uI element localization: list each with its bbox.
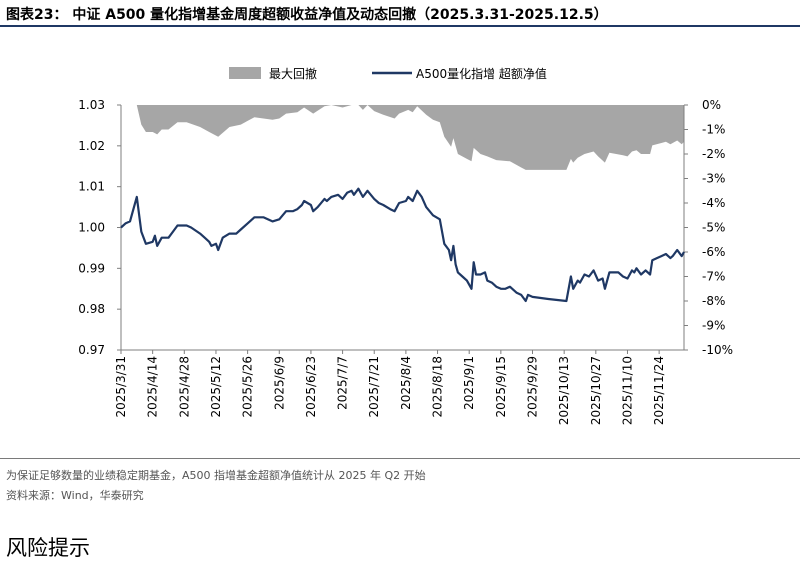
right-tick-label: -10%: [702, 343, 733, 357]
legend-label-nav: A500量化指增 超额净值: [416, 66, 547, 81]
x-tick-label: 2025/8/4: [399, 356, 413, 410]
x-tick-label: 2025/5/12: [209, 356, 223, 418]
left-tick-label: 1.02: [78, 139, 105, 153]
section-heading: 风险提示: [6, 536, 90, 560]
x-tick-label: 2025/9/1: [462, 356, 476, 410]
x-tick-label: 2025/10/13: [557, 356, 571, 425]
right-tick-label: -2%: [702, 147, 725, 161]
figure-title: 图表23： 中证 A500 量化指增基金周度超额收益净值及动态回撤（2025.3…: [6, 7, 608, 23]
x-tick-label: 2025/4/28: [177, 356, 191, 418]
right-tick-label: -1%: [702, 123, 725, 137]
x-tick-label: 2025/4/14: [146, 356, 160, 418]
x-tick-label: 2025/9/15: [494, 356, 508, 418]
left-tick-label: 1.00: [78, 221, 105, 235]
left-tick-label: 0.99: [78, 261, 105, 275]
x-tick-label: 2025/6/23: [304, 356, 318, 418]
x-tick-label: 2025/6/9: [272, 356, 286, 410]
left-tick-label: 0.97: [78, 343, 105, 357]
right-tick-label: -6%: [702, 245, 725, 259]
figure-source: 资料来源：Wind，华泰研究: [6, 489, 144, 502]
nav-drawdown-chart: 0.97 0.98 0.99 1.00 1.01 1.02 1.03 0% -1% -2% -3% -…: [78, 66, 733, 425]
drawdown-area: [121, 105, 684, 170]
x-tick-label: 2025/7/21: [367, 356, 381, 418]
x-tick-label: 2025/11/24: [652, 356, 666, 425]
left-tick-label: 1.01: [78, 180, 105, 194]
right-tick-label: 0%: [702, 98, 721, 112]
x-tick-label: 2025/3/31: [114, 356, 128, 418]
footer-divider: [0, 458, 800, 459]
right-tick-label: -5%: [702, 221, 725, 235]
x-tick-label: 2025/9/29: [526, 356, 540, 418]
figure-title-bar: 图表23： 中证 A500 量化指增基金周度超额收益净值及动态回撤（2025.3…: [0, 0, 800, 24]
right-tick-label: -8%: [702, 294, 725, 308]
left-tick-label: 0.98: [78, 302, 105, 316]
right-tick-label: -3%: [702, 172, 725, 186]
x-tick-label: 2025/8/18: [431, 356, 445, 418]
right-tick-label: -9%: [702, 319, 725, 333]
right-tick-label: -7%: [702, 270, 725, 284]
nav-line: [120, 187, 685, 303]
right-tick-label: -4%: [702, 196, 725, 210]
x-tick-label: 2025/7/7: [336, 356, 350, 410]
x-tick-label: 2025/10/27: [589, 356, 603, 425]
legend-swatch-drawdown: [229, 67, 261, 79]
x-tick-label: 2025/5/26: [241, 356, 255, 418]
figure-note: 为保证足够数量的业绩稳定期基金，A500 指增基金超额净值统计从 2025 年 …: [6, 469, 426, 482]
title-divider: [0, 25, 800, 27]
legend-label-drawdown: 最大回撤: [269, 66, 317, 81]
x-tick-label: 2025/11/10: [620, 356, 634, 425]
left-tick-label: 1.03: [78, 98, 105, 112]
